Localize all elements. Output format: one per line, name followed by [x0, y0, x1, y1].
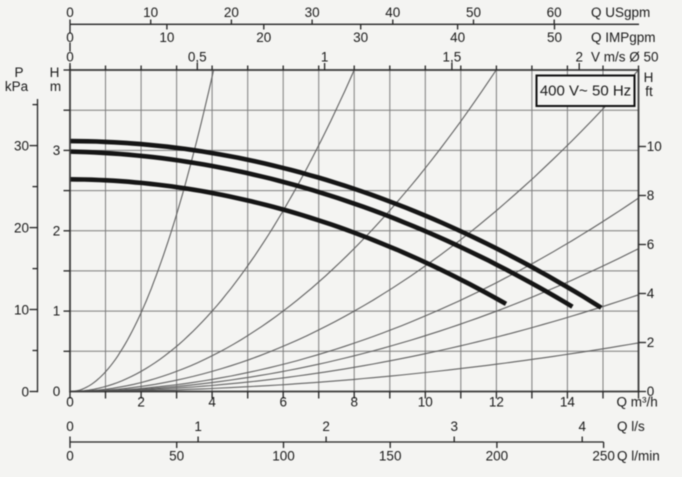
svg-text:2: 2	[53, 223, 61, 238]
svg-text:1: 1	[321, 50, 329, 65]
svg-text:10: 10	[647, 139, 662, 154]
svg-text:14: 14	[560, 394, 576, 409]
svg-text:Q m³/h: Q m³/h	[617, 394, 658, 409]
svg-text:H: H	[644, 70, 654, 85]
svg-text:6: 6	[647, 237, 655, 252]
svg-text:4: 4	[208, 394, 216, 409]
svg-text:P: P	[14, 65, 23, 80]
svg-text:20: 20	[224, 5, 239, 20]
svg-text:kPa: kPa	[5, 79, 29, 94]
svg-text:2: 2	[322, 419, 330, 434]
svg-text:250: 250	[592, 449, 615, 464]
svg-text:20: 20	[256, 30, 271, 45]
svg-text:10: 10	[159, 30, 174, 45]
svg-text:10: 10	[418, 394, 433, 409]
svg-text:30: 30	[353, 30, 368, 45]
svg-text:0,5: 0,5	[188, 50, 207, 65]
svg-text:0: 0	[21, 385, 29, 400]
svg-text:1: 1	[53, 304, 61, 319]
svg-text:8: 8	[647, 188, 655, 203]
svg-text:m: m	[50, 79, 61, 94]
svg-text:8: 8	[350, 394, 358, 409]
svg-text:4: 4	[647, 286, 655, 301]
svg-text:2: 2	[137, 394, 145, 409]
svg-text:20: 20	[14, 221, 29, 236]
svg-text:H: H	[50, 65, 60, 80]
svg-text:12: 12	[489, 394, 504, 409]
svg-text:3: 3	[53, 143, 61, 158]
svg-text:Q l/min: Q l/min	[617, 449, 660, 464]
svg-text:0: 0	[66, 449, 74, 464]
svg-text:V m/s Ø 50: V m/s Ø 50	[591, 50, 659, 65]
svg-text:Q USgpm: Q USgpm	[591, 5, 650, 20]
svg-text:50: 50	[547, 30, 562, 45]
svg-text:10: 10	[14, 303, 29, 318]
svg-text:0: 0	[66, 394, 74, 409]
svg-text:ft: ft	[645, 84, 653, 99]
svg-text:40: 40	[450, 30, 465, 45]
svg-text:Q l/s: Q l/s	[617, 419, 645, 434]
svg-text:0: 0	[66, 419, 74, 434]
svg-text:30: 30	[14, 139, 29, 154]
svg-text:0: 0	[647, 384, 655, 399]
svg-text:40: 40	[385, 5, 400, 20]
svg-text:50: 50	[169, 449, 184, 464]
svg-text:400 V~ 50 Hz: 400 V~ 50 Hz	[540, 83, 631, 100]
svg-text:3: 3	[450, 419, 458, 434]
svg-text:6: 6	[279, 394, 287, 409]
svg-text:100: 100	[272, 449, 295, 464]
svg-text:Q IMPgpm: Q IMPgpm	[591, 30, 656, 45]
svg-text:1,5: 1,5	[443, 50, 462, 65]
svg-text:0: 0	[66, 5, 74, 20]
svg-text:150: 150	[379, 449, 402, 464]
svg-text:0: 0	[66, 30, 74, 45]
svg-text:0: 0	[66, 50, 74, 65]
svg-text:2: 2	[647, 335, 655, 350]
svg-text:200: 200	[486, 449, 509, 464]
svg-text:10: 10	[143, 5, 158, 20]
svg-text:4: 4	[578, 419, 586, 434]
svg-text:2: 2	[575, 50, 583, 65]
svg-text:50: 50	[466, 5, 481, 20]
svg-text:1: 1	[194, 419, 202, 434]
svg-text:60: 60	[547, 5, 562, 20]
svg-text:0: 0	[53, 384, 61, 399]
svg-text:30: 30	[305, 5, 320, 20]
